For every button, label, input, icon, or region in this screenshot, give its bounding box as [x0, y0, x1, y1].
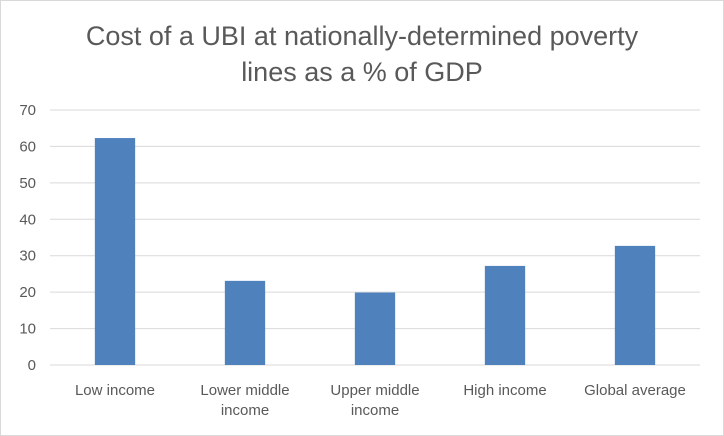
x-tick-label: income	[221, 402, 269, 419]
y-tick-label: 50	[19, 175, 36, 192]
y-tick-label: 10	[19, 321, 36, 338]
bar	[484, 265, 526, 365]
y-axis: 0 10 20 30 40 50 60 70	[19, 102, 36, 374]
bar	[354, 292, 396, 365]
bar	[94, 138, 136, 365]
x-tick-label: High income	[463, 382, 546, 399]
x-tick-label: Upper middle	[330, 382, 419, 399]
chart-title-line-1: Cost of a UBI at nationally-determined p…	[85, 21, 639, 51]
bar	[224, 280, 266, 365]
chart-title: Cost of a UBI at nationally-determined p…	[0, 18, 724, 90]
y-tick-label: 60	[19, 138, 36, 155]
x-tick-label: Lower middle	[200, 382, 289, 399]
chart-title-line-2: lines as a % of GDP	[241, 57, 483, 87]
y-tick-label: 0	[28, 357, 36, 374]
y-tick-label: 40	[19, 211, 36, 228]
bars	[94, 138, 656, 365]
x-tick-label: Low income	[75, 382, 155, 399]
y-tick-label: 30	[19, 248, 36, 265]
y-tick-label: 70	[19, 102, 36, 119]
x-tick-label: income	[351, 402, 399, 419]
bar	[614, 245, 656, 365]
y-tick-label: 20	[19, 284, 36, 301]
x-tick-label: Global average	[584, 382, 686, 399]
x-axis: Low income Lower middle income Upper middle…	[75, 382, 686, 419]
gridlines	[50, 109, 700, 366]
